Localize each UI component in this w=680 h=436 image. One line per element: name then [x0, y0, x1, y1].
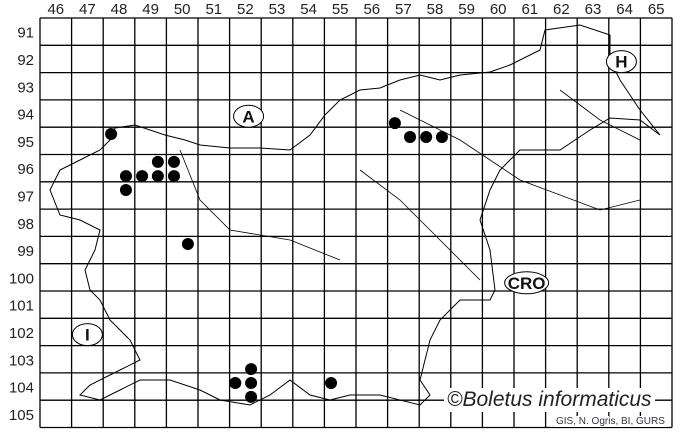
column-label: 59	[458, 1, 475, 18]
record-dot	[167, 155, 180, 168]
column-label: 60	[490, 1, 507, 18]
region-croatia-ellipse	[504, 271, 550, 295]
record-dot	[167, 170, 180, 183]
river-line	[399, 109, 641, 211]
record-dot	[119, 183, 132, 196]
column-label: 61	[521, 1, 538, 18]
column-label: 48	[111, 1, 128, 18]
region-labels: A H CRO I	[71, 50, 637, 347]
column-label: 52	[237, 1, 254, 18]
record-dot	[229, 377, 242, 390]
column-labels: 46 47 48 49 50 51 52 53 54 55 56 57 58 59 60 61 62 63 64 65	[47, 1, 664, 18]
record-dot	[105, 128, 118, 141]
row-label: 93	[17, 79, 34, 96]
row-label: 102	[9, 325, 34, 342]
record-dot	[245, 390, 258, 403]
column-label: 56	[363, 1, 380, 18]
border-line	[49, 24, 661, 406]
region-hungary-ellipse	[605, 50, 637, 74]
row-label: 104	[9, 380, 34, 397]
country-border	[49, 24, 661, 406]
row-label: 94	[17, 107, 34, 124]
column-label: 53	[269, 1, 286, 18]
record-dot	[181, 238, 194, 251]
record-dot	[388, 117, 401, 130]
region-austria-label: A	[242, 107, 254, 126]
record-dot	[435, 131, 448, 144]
row-label: 98	[17, 216, 34, 233]
row-label: 99	[17, 243, 34, 260]
column-label: 47	[79, 1, 96, 18]
region-croatia-label: CRO	[508, 274, 546, 293]
river-line	[179, 149, 341, 261]
column-label: 51	[205, 1, 222, 18]
column-label: 46	[47, 1, 64, 18]
record-dot	[245, 377, 258, 390]
record-dot	[325, 377, 338, 390]
record-dot	[119, 170, 132, 183]
row-label: 91	[17, 25, 34, 42]
column-label: 65	[648, 1, 665, 18]
row-labels: 91 92 93 94 95 96 97 98 99 100 101 102 103 104 105	[9, 25, 34, 424]
column-label: 55	[332, 1, 349, 18]
record-dot	[245, 363, 258, 376]
row-label: 96	[17, 161, 34, 178]
record-dot	[404, 131, 417, 144]
region-italy-label: I	[85, 326, 90, 345]
record-dot	[151, 155, 164, 168]
region-italy-ellipse	[71, 323, 103, 347]
column-label: 62	[553, 1, 570, 18]
row-label: 95	[17, 134, 34, 151]
record-dot	[420, 131, 433, 144]
row-label: 105	[9, 407, 34, 424]
record-dots	[105, 117, 448, 403]
region-austria-ellipse	[233, 104, 265, 128]
grid-lines	[39, 17, 673, 429]
region-hungary-label: H	[615, 53, 627, 72]
row-label: 100	[9, 270, 34, 287]
row-label: 92	[17, 52, 34, 69]
river-line	[559, 89, 641, 141]
column-label: 54	[300, 1, 317, 18]
record-dot	[151, 170, 164, 183]
copyright-text: ©Boletus informaticus	[444, 388, 655, 412]
column-label: 63	[585, 1, 602, 18]
column-label: 64	[616, 1, 633, 18]
river-line	[359, 169, 481, 281]
column-label: 58	[427, 1, 444, 18]
row-label: 97	[17, 188, 34, 205]
column-label: 50	[174, 1, 191, 18]
column-label: 57	[395, 1, 412, 18]
source-credit: GIS, N. Ogris, BI, GURS	[554, 416, 667, 427]
column-label: 49	[142, 1, 159, 18]
row-label: 101	[9, 298, 34, 315]
record-dot	[136, 170, 149, 183]
row-label: 103	[9, 352, 34, 369]
